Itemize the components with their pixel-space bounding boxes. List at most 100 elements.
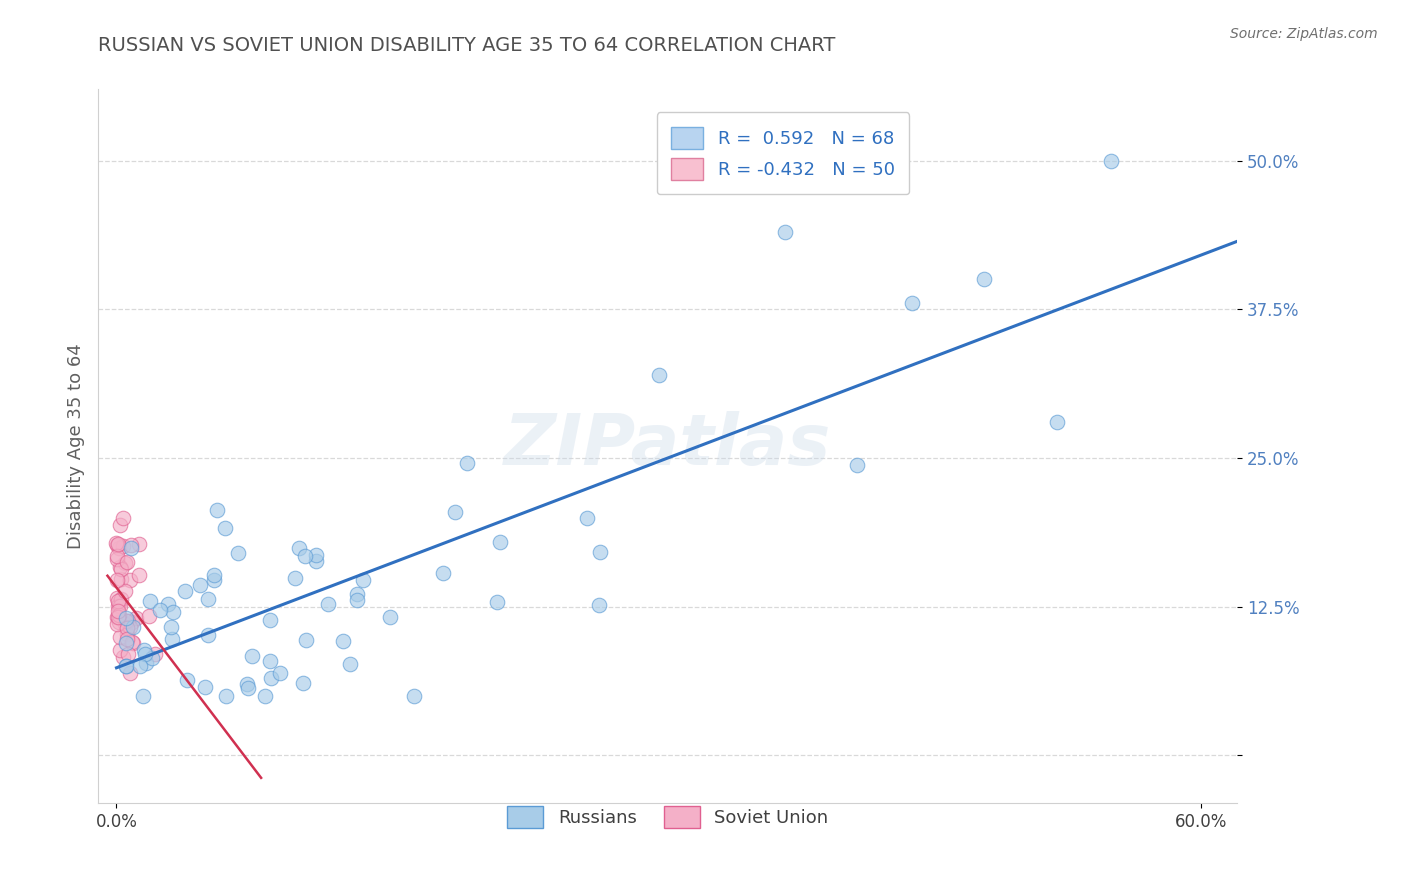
Point [291,676,314,690]
Point [120,665,142,680]
Point [143,647,166,661]
Point [138,609,160,624]
Point [117,627,139,641]
Point [121,615,143,630]
Point [346,592,368,607]
Point [108,541,131,556]
Point [120,620,142,634]
Point [489,534,512,549]
Point [132,642,155,657]
Point [117,614,139,628]
Point [115,615,138,629]
Point [114,616,136,631]
Point [107,615,129,629]
Legend: Russians, Soviet Union: Russians, Soviet Union [498,797,838,837]
Point [432,566,454,580]
Point [114,659,136,673]
Point [132,689,155,703]
Point [346,587,368,601]
Point [648,368,671,382]
Point [107,609,129,624]
Point [160,632,183,647]
Text: RUSSIAN VS SOVIET UNION DISABILITY AGE 35 TO 64 CORRELATION CHART: RUSSIAN VS SOVIET UNION DISABILITY AGE 3… [98,36,835,54]
Point [112,511,135,525]
Point [162,605,184,619]
Point [197,628,219,642]
Point [845,458,868,473]
Point [378,610,401,624]
Point [121,620,143,634]
Point [294,549,316,563]
Point [316,597,339,611]
Point [105,538,128,552]
Point [444,505,467,519]
Point [305,548,328,562]
Point [108,596,131,610]
Point [575,511,598,525]
Point [486,595,509,609]
Point [111,539,134,553]
Point [114,556,136,570]
Point [120,541,142,555]
Point [108,599,131,614]
Point [121,636,143,650]
Point [339,657,361,672]
Point [254,689,277,703]
Point [205,503,228,517]
Point [141,651,163,665]
Point [114,636,136,650]
Point [174,584,197,599]
Point [214,521,236,535]
Point [120,538,142,552]
Point [114,659,136,673]
Point [110,591,132,606]
Point [1045,415,1067,429]
Point [202,573,225,587]
Point [156,598,179,612]
Point [118,573,141,587]
Point [242,648,264,663]
Point [111,649,134,664]
Text: Source: ZipAtlas.com: Source: ZipAtlas.com [1230,27,1378,41]
Point [108,607,131,622]
Point [284,571,307,585]
Point [288,541,311,555]
Point [226,546,249,560]
Point [128,537,150,551]
Point [117,632,139,647]
Point [589,545,612,559]
Point [107,599,129,613]
Point [402,689,425,703]
Point [128,568,150,582]
Point [110,642,132,657]
Point [236,681,259,695]
Point [194,680,217,694]
Text: ZIPatlas: ZIPatlas [505,411,831,481]
Point [129,659,152,673]
Point [110,560,132,574]
Y-axis label: Disability Age 35 to 64: Disability Age 35 to 64 [66,343,84,549]
Point [176,673,198,688]
Point [305,554,328,568]
Point [1099,153,1122,168]
Point [105,573,128,587]
Point [973,272,995,286]
Point [135,656,157,670]
Point [259,654,281,668]
Point [259,613,281,627]
Point [105,610,128,624]
Point [107,604,129,618]
Point [138,594,160,608]
Point [125,611,148,625]
Point [107,593,129,607]
Point [108,517,131,532]
Point [115,555,138,569]
Point [202,567,225,582]
Point [134,647,156,661]
Point [352,573,374,587]
Point [105,552,128,566]
Point [149,603,172,617]
Point [105,536,128,550]
Point [105,549,128,564]
Point [160,620,183,634]
